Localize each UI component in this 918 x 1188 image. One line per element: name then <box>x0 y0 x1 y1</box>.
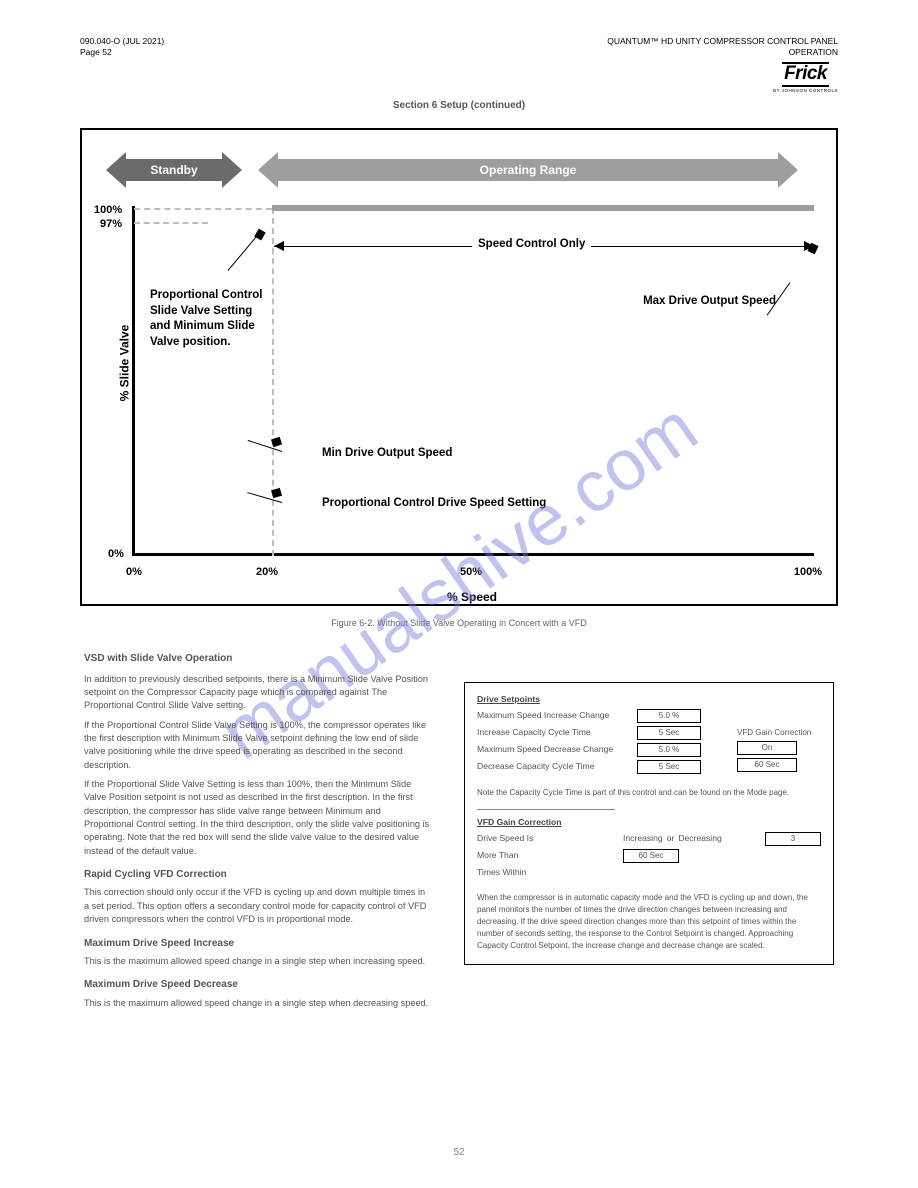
left-sub2-h: Maximum Drive Speed Increase <box>84 937 432 952</box>
left-sub2-p: This is the maximum allowed speed change… <box>84 955 432 968</box>
s1-label: Drive Speed Is <box>477 832 623 845</box>
left-sub3-p: This is the maximum allowed speed change… <box>84 997 432 1010</box>
operating-top-bar <box>272 205 814 211</box>
s1-or: or <box>667 832 675 845</box>
annotation-proportional: Proportional Control Slide Valve Setting… <box>150 288 270 350</box>
annotation-drive-prop: Proportional Control Drive Speed Setting <box>322 496 546 512</box>
s2-label: More Than <box>477 849 623 862</box>
s3-label: Times Within <box>477 866 623 879</box>
figure-caption: Figure 6-2. Without Slide Valve Operatin… <box>80 618 838 628</box>
left-sub3-h: Maximum Drive Speed Decrease <box>84 978 432 993</box>
ytick-100: 100% <box>94 204 122 216</box>
pointer-arrowhead-icon <box>271 488 282 498</box>
xtick-50: 50% <box>460 566 482 578</box>
pointer-arrowhead-icon <box>807 243 818 255</box>
standby-label: Standby <box>126 159 222 181</box>
s2-val: 60 Sec <box>623 849 679 863</box>
doc-id: 090.040-O (JUL 2021) <box>80 36 164 46</box>
r3-value: 5.0 % <box>637 743 701 757</box>
side-on: On <box>737 741 797 755</box>
xtick-20: 20% <box>256 566 278 578</box>
pointer-arrowhead-icon <box>254 229 265 241</box>
r2-value: 5 Sec <box>637 726 701 740</box>
s1-inc: Increasing <box>623 832 663 845</box>
left-p3: If the Proportional Slide Valve Setting … <box>84 778 432 858</box>
r3-label: Maximum Speed Decrease Change <box>477 743 637 756</box>
left-p1: In addition to previously described setp… <box>84 673 432 713</box>
ytick-0: 0% <box>108 548 124 560</box>
dashed-line-20pct <box>272 208 274 556</box>
x-axis <box>132 553 814 556</box>
xtick-0: 0% <box>126 566 142 578</box>
brand-logo: Frick BY JOHNSON CONTROLS <box>773 62 838 93</box>
side-label: VFD Gain Correction <box>737 727 821 739</box>
r1-label: Maximum Speed Increase Change <box>477 709 637 722</box>
r4-label: Decrease Capacity Cycle Time <box>477 760 637 773</box>
dashed-line-97 <box>134 222 208 224</box>
page-number: 52 <box>0 1147 918 1158</box>
speed-control-label: Speed Control Only <box>472 238 591 250</box>
pointer-line-icon <box>228 233 260 270</box>
header-right: QUANTUM™ HD UNITY COMPRESSOR CONTROL PAN… <box>607 36 838 93</box>
ytick-97: 97% <box>100 218 122 230</box>
annotation-min-drive: Min Drive Output Speed <box>322 446 452 462</box>
left-heading: VSD with Slide Valve Operation <box>84 652 432 667</box>
side-val: 60 Sec <box>737 758 797 772</box>
s1-box: 3 <box>765 832 821 846</box>
dashed-line-100 <box>134 208 272 210</box>
y-axis-label: % Slide Valve <box>117 325 131 402</box>
r4-value: 5 Sec <box>637 760 701 774</box>
page-label: Page 52 <box>80 47 164 57</box>
r2-label: Increase Capacity Cycle Time <box>477 726 637 739</box>
vfd-gain-heading: VFD Gain Correction <box>477 816 821 829</box>
header-left: 090.040-O (JUL 2021) Page 52 <box>80 36 164 57</box>
logo-text: Frick <box>782 62 829 87</box>
y-axis <box>132 206 135 556</box>
operating-range-label: Operating Range <box>278 159 778 181</box>
logo-subtext: BY JOHNSON CONTROLS <box>773 88 838 93</box>
drive-setpoints-heading: Drive Setpoints <box>477 693 727 706</box>
drive-setpoints-box: Drive Setpoints Maximum Speed Increase C… <box>464 682 834 965</box>
body-left-column: VSD with Slide Valve Operation In additi… <box>84 652 432 1016</box>
xtick-100: 100% <box>794 566 822 578</box>
chart-area: Speed Control Only 100% 97% 0% 0% 20% 50… <box>132 206 812 556</box>
arrow-left-icon <box>274 241 284 251</box>
x-axis-label: % Speed <box>132 590 812 604</box>
s1-dec: Decreasing <box>678 832 721 845</box>
left-p2: If the Proportional Control Slide Valve … <box>84 719 432 772</box>
left-sub1-h: Rapid Cycling VFD Correction <box>84 868 432 883</box>
left-sub1-p: This correction should only occur if the… <box>84 886 432 926</box>
pointer-arrowhead-icon <box>271 437 282 447</box>
right-footer: When the compressor is in automatic capa… <box>477 892 821 952</box>
header-title-2: OPERATION <box>789 47 838 57</box>
r1-value: 5.0 % <box>637 709 701 723</box>
annotation-max-drive: Max Drive Output Speed <box>643 294 776 310</box>
section-title: Section 6 Setup (continued) <box>80 100 838 111</box>
right-note: Note the Capacity Cycle Time is part of … <box>477 787 821 799</box>
divider <box>477 809 615 810</box>
header-title-1: QUANTUM™ HD UNITY COMPRESSOR CONTROL PAN… <box>607 36 838 46</box>
control-diagram: Standby Operating Range Speed Control On… <box>80 128 838 606</box>
